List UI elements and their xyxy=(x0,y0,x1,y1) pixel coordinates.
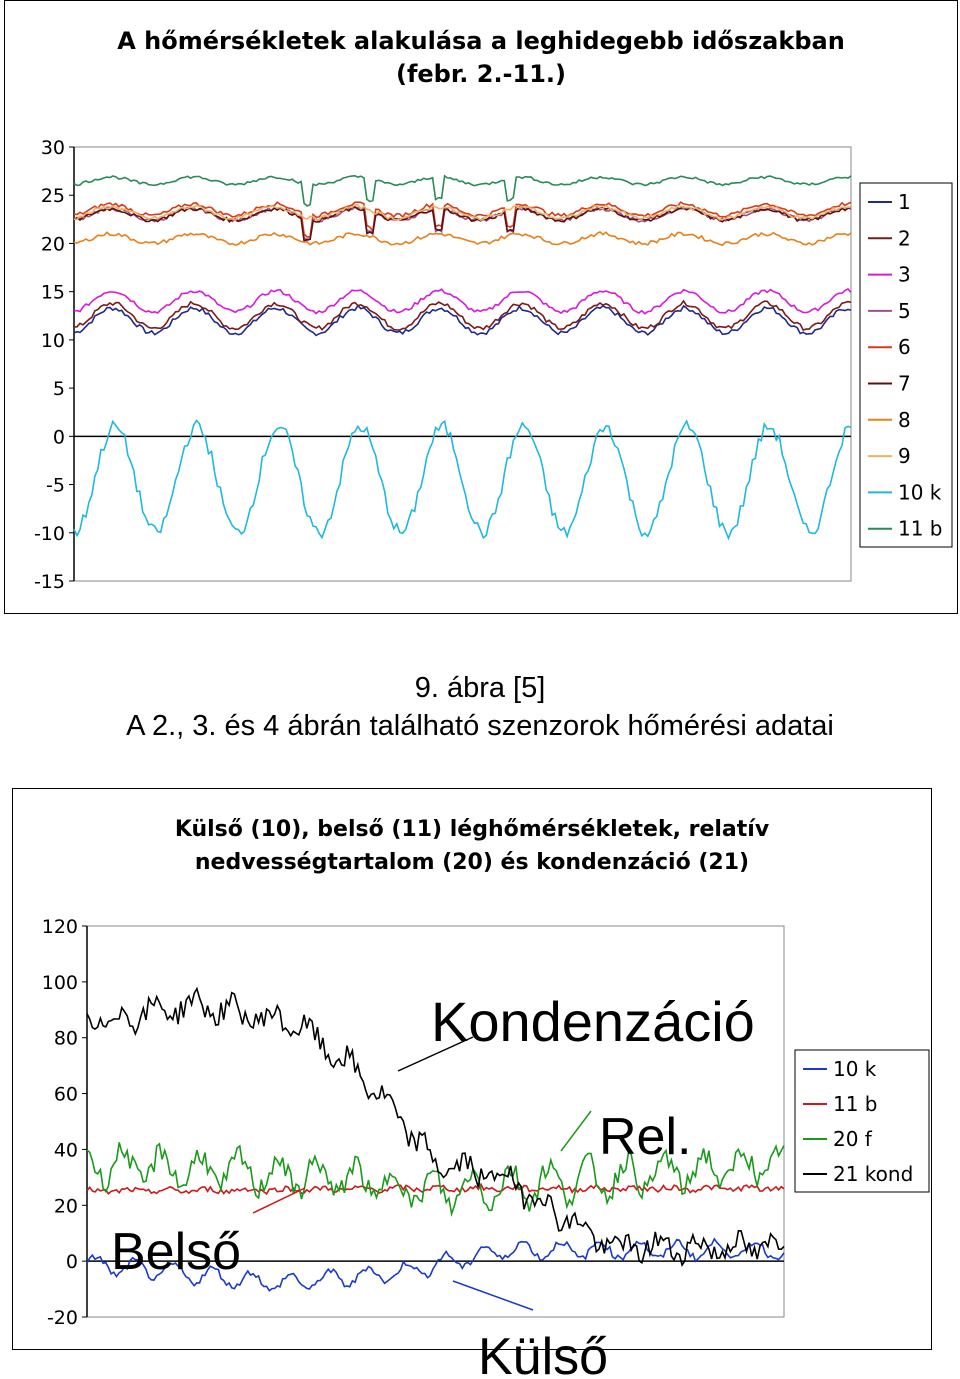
series-line-11-b xyxy=(86,1182,785,1196)
y-tick-label: -15 xyxy=(34,571,65,593)
caption-line2: A 2., 3. és 4 ábrán található szenzorok … xyxy=(126,710,834,742)
legend-label: 10 k xyxy=(833,1057,877,1081)
annotation-label: Rel. xyxy=(599,1108,691,1166)
y-tick-label: 0 xyxy=(53,426,65,448)
chart1-plot: 30 25 20 15 10 5 0 -5 -10 -15 1 2 3 5 6 7 8 9 10 k 11 b xyxy=(34,137,953,593)
chart1-title-line1: A hőmérsékletek alakulása a leghidegebb … xyxy=(117,27,845,55)
series-line-20-f xyxy=(86,1142,785,1217)
chart2-title: Külső (10), belső (11) léghőmérsékletek,… xyxy=(13,813,931,879)
legend-box xyxy=(859,182,953,548)
legend-label: 1 xyxy=(898,190,911,214)
y-tick-label: 5 xyxy=(53,378,65,400)
y-tick-label: 10 xyxy=(41,330,65,352)
annotation-label: Külső xyxy=(478,1328,608,1379)
annotation-pointer xyxy=(452,1280,534,1311)
annotation-label: Belső xyxy=(111,1223,241,1281)
series-line-3 xyxy=(73,288,852,315)
chart2-plot: 120 100 80 60 40 20 0 -20 10 k 11 b 20 f 21 kond Kon… xyxy=(42,916,930,1379)
series-line-2 xyxy=(73,299,852,331)
series-line-6 xyxy=(73,201,852,238)
legend-label: 10 k xyxy=(898,480,942,504)
series-line-9 xyxy=(74,204,852,222)
y-tick-label: 0 xyxy=(66,1251,78,1273)
legend-label: 5 xyxy=(898,299,911,323)
legend-label: 21 kond xyxy=(833,1162,913,1186)
chart2-title-line2: nedvességtartalom (20) és kondenzáció (2… xyxy=(194,850,750,875)
series-line-11-b xyxy=(73,174,852,207)
y-tick-label: -5 xyxy=(46,475,65,497)
legend-label: 2 xyxy=(898,226,911,250)
legend-label: 6 xyxy=(898,335,911,359)
chart2-title-line1: Külső (10), belső (11) léghőmérsékletek,… xyxy=(174,817,770,842)
y-tick-label: 60 xyxy=(54,1084,78,1106)
y-tick-label: 40 xyxy=(54,1139,78,1161)
series-line-8 xyxy=(73,230,852,247)
series-line-21-kond xyxy=(86,986,785,1267)
legend-label: 20 f xyxy=(833,1127,873,1151)
annotation-pointer xyxy=(252,1187,306,1214)
chart1-title: A hőmérsékletek alakulása a leghidegebb … xyxy=(5,25,957,91)
legend-box xyxy=(794,1049,930,1193)
legend-label: 11 b xyxy=(898,517,943,541)
humidity-chart-figure: Külső (10), belső (11) léghőmérsékletek,… xyxy=(12,788,932,1379)
y-tick-label: -20 xyxy=(47,1307,78,1329)
y-tick-label: 80 xyxy=(54,1028,78,1050)
y-tick-label: 30 xyxy=(41,137,65,159)
legend-label: 11 b xyxy=(833,1092,878,1116)
y-tick-label: 120 xyxy=(42,916,78,938)
y-tick-label: 20 xyxy=(54,1195,78,1217)
legend-label: 3 xyxy=(898,263,911,287)
legend-label: 8 xyxy=(898,408,911,432)
series-line-10-k xyxy=(86,1237,785,1292)
chart1-title-line2: (febr. 2.-11.) xyxy=(395,60,566,88)
y-tick-label: 25 xyxy=(41,185,65,207)
annotation-pointer xyxy=(397,1036,474,1072)
legend-label: 7 xyxy=(898,372,911,396)
y-tick-label: 100 xyxy=(42,972,78,994)
y-tick-label: -10 xyxy=(34,523,65,545)
caption-line1: 9. ábra [5] xyxy=(414,672,546,704)
legend-label: 9 xyxy=(898,444,911,468)
annotation-pointer xyxy=(560,1110,592,1152)
y-tick-label: 15 xyxy=(41,282,65,304)
series-line-1 xyxy=(73,304,852,337)
series-line-10-k xyxy=(73,419,852,541)
temperature-chart-figure: A hőmérsékletek alakulása a leghidegebb … xyxy=(4,0,958,614)
annotation-label: Kondenzáció xyxy=(431,990,755,1053)
y-tick-label: 20 xyxy=(41,233,65,255)
